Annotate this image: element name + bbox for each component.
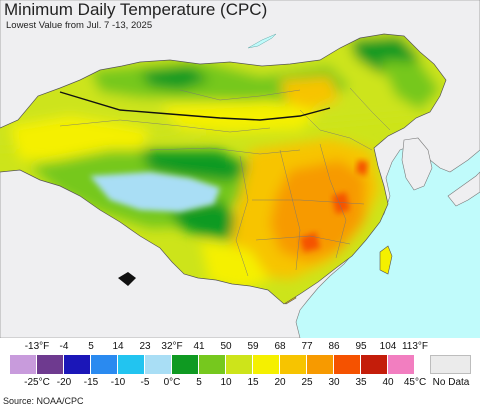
- celsius-tick: -20: [56, 377, 72, 388]
- fahrenheit-tick: 50: [220, 341, 232, 352]
- legend-swatch: [172, 355, 199, 374]
- celsius-tick: 30: [328, 377, 340, 388]
- fahrenheit-tick: 95: [355, 341, 367, 352]
- celsius-tick: -25°C: [24, 377, 50, 388]
- legend-swatch: [307, 355, 334, 374]
- celsius-tick: -5: [140, 377, 150, 388]
- celsius-tick: 25: [301, 377, 313, 388]
- temperature-map: [0, 0, 480, 338]
- legend-swatch: [361, 355, 388, 374]
- legend-swatch: [64, 355, 91, 374]
- japan-land: [447, 171, 480, 207]
- legend-swatch: [118, 355, 145, 374]
- celsius-tick: 10: [220, 377, 232, 388]
- country-border: [0, 33, 447, 305]
- legend-swatch: [226, 355, 253, 374]
- fahrenheit-tick: -4: [59, 341, 69, 352]
- fahrenheit-tick: 104: [379, 341, 397, 352]
- province-borders: [59, 87, 391, 277]
- celsius-tick: 0°C: [163, 377, 181, 388]
- legend-swatch: [91, 355, 118, 374]
- fahrenheit-tick: 86: [328, 341, 340, 352]
- fahrenheit-tick: 14: [112, 341, 124, 352]
- map-subtitle: Lowest Value from Jul. 7 -13, 2025: [6, 20, 153, 31]
- celsius-tick: 45°C: [403, 377, 427, 388]
- fahrenheit-tick: 68: [274, 341, 286, 352]
- legend-swatch: [280, 355, 307, 374]
- legend-swatch: [388, 355, 415, 374]
- fahrenheit-tick: 41: [193, 341, 205, 352]
- thick-border-line: [59, 91, 331, 121]
- celsius-tick: -10: [110, 377, 126, 388]
- celsius-tick: -15: [83, 377, 99, 388]
- no-data-swatch: [430, 355, 471, 374]
- celsius-tick: 20: [274, 377, 286, 388]
- legend: [0, 338, 480, 410]
- korea-land: [401, 137, 433, 191]
- taiwan-island: [379, 245, 393, 275]
- fahrenheit-tick: 113°F: [401, 341, 429, 352]
- fahrenheit-tick: -13°F: [24, 341, 50, 352]
- fahrenheit-tick: 32°F: [161, 341, 183, 352]
- fahrenheit-tick: 23: [139, 341, 151, 352]
- baikal-lake: [247, 33, 277, 49]
- celsius-tick: 15: [247, 377, 259, 388]
- legend-swatch: [37, 355, 64, 374]
- dark-patch: [118, 272, 136, 286]
- fahrenheit-tick: 5: [88, 341, 94, 352]
- no-data-label: No Data: [432, 377, 470, 388]
- celsius-tick: 40: [382, 377, 394, 388]
- legend-swatch: [145, 355, 172, 374]
- fahrenheit-tick: 77: [301, 341, 313, 352]
- source-credit: Source: NOAA/CPC: [3, 396, 84, 406]
- fahrenheit-tick: 59: [247, 341, 259, 352]
- celsius-tick: 35: [355, 377, 367, 388]
- legend-swatch: [253, 355, 280, 374]
- legend-swatch: [199, 355, 226, 374]
- celsius-tick: 5: [196, 377, 202, 388]
- map-title: Minimum Daily Temperature (CPC): [4, 0, 268, 19]
- legend-swatch: [10, 355, 37, 374]
- legend-swatch: [334, 355, 361, 374]
